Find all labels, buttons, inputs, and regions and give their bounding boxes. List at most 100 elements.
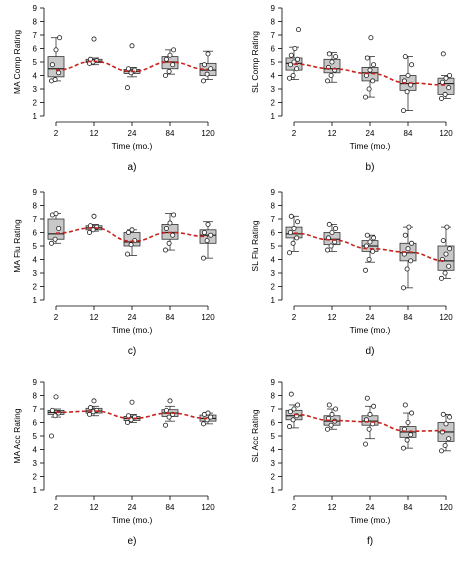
data-point [446, 85, 452, 91]
data-point [162, 247, 168, 253]
x-tick-label: 24 [128, 503, 137, 512]
x-tick-label: 2 [54, 503, 59, 512]
data-point [163, 407, 169, 413]
data-point [52, 77, 58, 83]
y-tick-label: 2 [271, 99, 276, 108]
data-point [328, 73, 334, 79]
y-tick-label: 2 [271, 473, 276, 482]
panel-label: a) [128, 162, 137, 173]
data-point [440, 238, 446, 244]
data-point [405, 73, 411, 79]
data-point [367, 239, 373, 245]
y-tick-label: 5 [271, 432, 276, 441]
x-tick-label: 2 [292, 129, 297, 138]
data-point [292, 46, 298, 52]
data-point [205, 410, 211, 416]
y-tick-label: 8 [271, 202, 276, 211]
data-point [294, 235, 300, 241]
data-point [329, 229, 335, 235]
data-point [167, 52, 173, 58]
data-point [328, 243, 334, 249]
data-point [328, 422, 334, 428]
y-tick-label: 1 [271, 296, 276, 305]
data-point [326, 221, 332, 227]
y-tick-label: 5 [33, 242, 38, 251]
y-tick-label: 7 [33, 31, 38, 40]
data-point [443, 75, 449, 81]
data-point [49, 433, 55, 439]
data-point [370, 78, 376, 84]
y-tick-label: 2 [271, 283, 276, 292]
y-tick-label: 7 [33, 215, 38, 224]
x-tick-label: 2 [292, 503, 297, 512]
panel-label: f) [367, 536, 373, 547]
data-point [201, 62, 207, 68]
data-point [438, 448, 444, 454]
y-tick-label: 4 [33, 72, 38, 81]
data-point [52, 236, 58, 242]
y-tick-label: 3 [271, 459, 276, 468]
data-point [129, 43, 135, 49]
panel-label: d) [366, 346, 375, 357]
data-point [363, 243, 369, 249]
data-point [326, 51, 332, 57]
y-tick-label: 6 [271, 419, 276, 428]
box [47, 218, 65, 240]
y-tick-label: 1 [33, 112, 38, 121]
panel-label: e) [128, 536, 137, 547]
data-point [333, 225, 339, 231]
data-point [438, 275, 444, 281]
data-point [205, 51, 211, 57]
data-point [362, 267, 368, 273]
data-point [87, 411, 93, 417]
data-point [290, 240, 296, 246]
x-tick-label: 2 [54, 313, 59, 322]
y-tick-label: 3 [33, 269, 38, 278]
y-tick-label: 4 [271, 446, 276, 455]
data-point [440, 51, 446, 57]
data-point [204, 238, 210, 244]
data-point [446, 263, 452, 269]
y-tick-label: 6 [271, 45, 276, 54]
x-tick-label: 24 [366, 313, 375, 322]
data-point [402, 54, 408, 60]
data-point [91, 398, 97, 404]
y-tick-label: 9 [271, 4, 276, 13]
y-tick-label: 3 [33, 85, 38, 94]
data-point [447, 73, 453, 79]
data-point [56, 225, 62, 231]
data-point [162, 422, 168, 428]
y-tick-label: 6 [33, 45, 38, 54]
data-point [200, 255, 206, 261]
data-point [446, 436, 452, 442]
x-tick-label: 120 [201, 129, 215, 138]
data-point [52, 413, 58, 419]
data-point [364, 395, 370, 401]
x-tick-label: 84 [166, 503, 175, 512]
x-tick-label: 12 [328, 129, 337, 138]
y-tick-label: 5 [271, 58, 276, 67]
data-point [163, 225, 169, 231]
data-point [166, 414, 172, 420]
y-axis-title: MA Flu Rating [12, 219, 22, 273]
data-point [288, 213, 294, 219]
y-tick-label: 6 [33, 419, 38, 428]
data-point [287, 409, 293, 415]
data-point [366, 86, 372, 92]
data-point [286, 250, 292, 256]
y-tick-label: 7 [271, 405, 276, 414]
data-point [125, 419, 131, 425]
data-point [366, 426, 372, 432]
data-point [294, 66, 300, 72]
data-point [444, 224, 450, 230]
y-tick-label: 3 [271, 269, 276, 278]
y-tick-label: 5 [33, 432, 38, 441]
x-axis-title: Time (mo.) [112, 141, 153, 151]
data-point [49, 240, 55, 246]
data-point [87, 405, 93, 411]
y-tick-label: 4 [271, 72, 276, 81]
y-tick-label: 6 [271, 229, 276, 238]
data-point [167, 220, 173, 226]
